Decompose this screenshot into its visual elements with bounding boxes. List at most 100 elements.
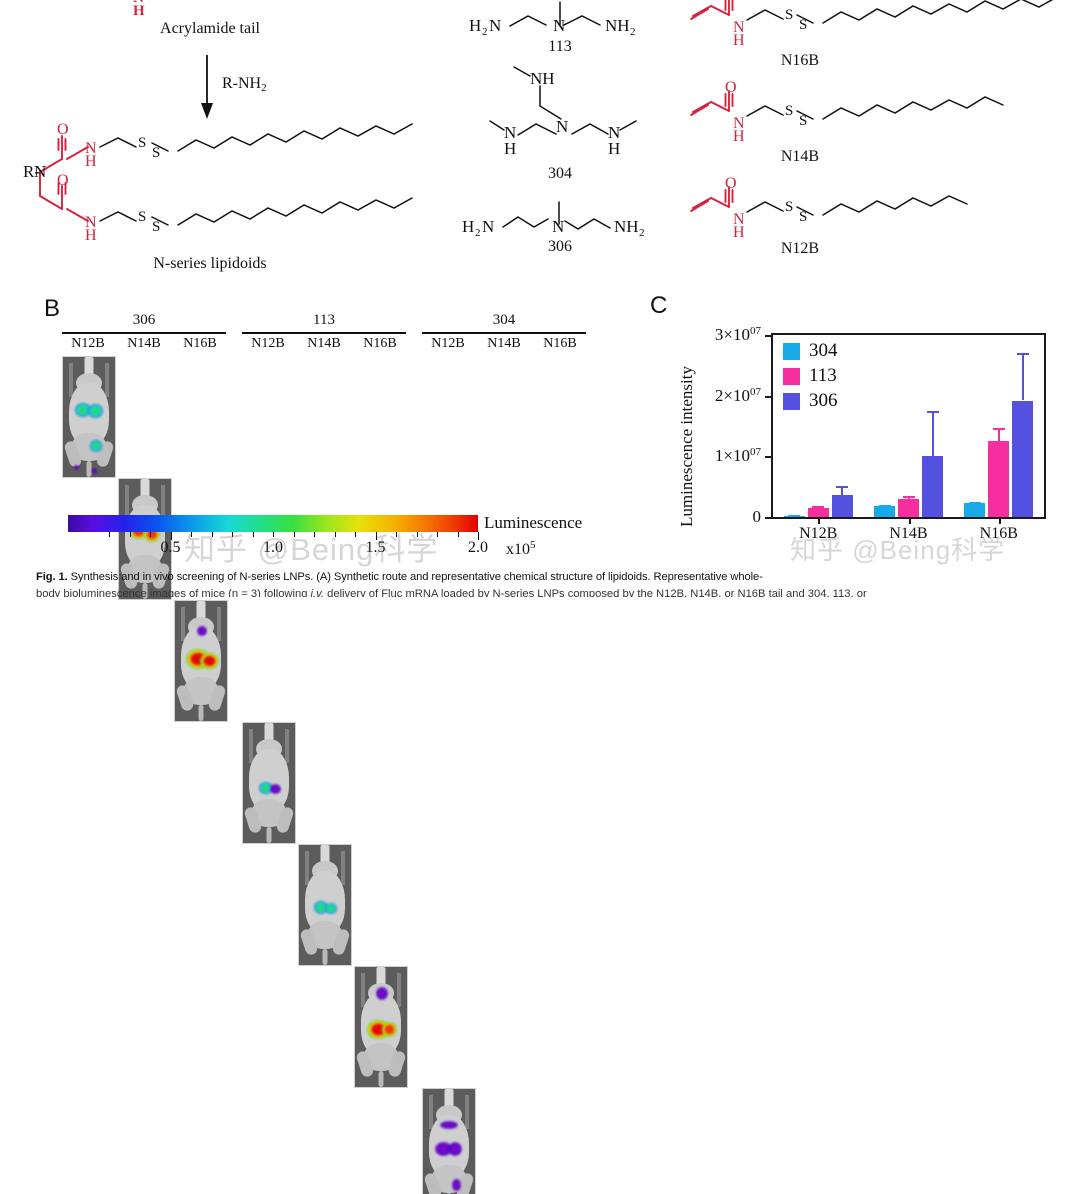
svg-text:S: S [152,219,160,235]
bar-series-container [773,335,1044,517]
mouse-image [354,966,408,1088]
panel-b-group-rule [242,332,406,334]
panel-b-letter: B [44,295,61,322]
imaging-rail [305,851,309,885]
svg-text:2: 2 [639,227,645,239]
chart-legend: 304 113 306 [783,340,893,423]
colorbar-minor-tick [355,532,356,537]
panel-b-group-title: 113 [313,312,335,328]
bar [807,507,829,517]
colorbar-group: Luminescence 0.5 1.0 1.5 2.0 x105 [68,513,658,565]
svg-text:S: S [138,135,146,151]
x-axis: N12B N14B N16B [771,517,1046,559]
x-axis-tick-label: N14B [889,525,928,542]
luminescence-spot [197,626,207,636]
mouse-tail [142,583,148,599]
panel-b-tail-label: N14B [487,336,521,351]
svg-text:O: O [725,79,737,96]
luminescence-colorbar [68,515,478,532]
svg-text:N: N [553,16,565,35]
svg-text:N: N [552,217,564,236]
svg-text:NH: NH [605,16,630,35]
y-axis-tick-label: 0 [752,507,762,526]
mouse-image [174,600,228,722]
colorbar-tick-label: 2.0 [468,539,488,556]
panel-b-tail-label: N16B [543,336,577,351]
legend-label: 306 [809,390,838,411]
svg-text:N: N [489,16,501,35]
luminescence-spot [448,1142,463,1156]
mouse-image [422,1088,476,1194]
colorbar-minor-tick [314,532,315,537]
colorbar-minor-tick [232,532,233,537]
reagent-subscript: 2 [261,82,267,94]
panel-c-letter: C [650,292,668,319]
amine-306-structure: H 2 N N NH 2 [462,201,645,239]
bar [964,503,986,517]
colorbar-tick-labels: 0.5 1.0 1.5 2.0 [68,539,489,561]
reagent-text: R-NH [222,75,262,92]
colorbar-exponent-value: 5 [530,539,536,551]
tail-n14b-label: N14B [780,148,820,165]
x-axis-tick [908,517,911,524]
svg-text:N: N [85,214,97,231]
svg-text:S: S [785,7,793,23]
colorbar-minor-tick [191,532,192,537]
colorbar-minor-tick [293,532,295,537]
y-axis-tick-label: 1×1007 [714,446,761,466]
mouse-image [118,478,172,600]
y-axis: 0 1×1007 2×1007 3×1007 [655,315,775,535]
mouse-tail [322,949,328,965]
panel-b-group-rule [422,332,586,334]
luminescence-spot [325,903,337,914]
imaging-rail [361,973,365,1007]
panel-b-tail-label: N16B [183,336,217,351]
colorbar-title: Luminescence [484,513,583,532]
nose-cone [84,357,94,379]
fragment-n-label: N [133,0,144,7]
error-bar-cap [878,505,891,507]
error-bar-cap [992,427,1005,430]
svg-text:N: N [556,117,568,136]
mouse-tail [86,461,92,477]
imaging-rail [285,729,289,763]
acrylamide-tail-label: Acrylamide tail [160,20,260,37]
colorbar-minor-tick [457,532,459,537]
n-series-lipidoid-structure: R- N O O N H N H S S S S [23,121,413,244]
panel-b-tail-label: N14B [127,336,161,351]
luminescence-spot [270,784,281,794]
imaging-rail [105,363,109,397]
error-bar [997,427,1000,442]
tail-n16b-structure: O N H S S [690,0,1054,49]
tail-n12b-label: N12B [780,240,820,257]
colorbar-tick-label: 0.5 [160,539,181,556]
tail-n12b-structure: O N H S S [690,175,968,241]
svg-text:H: H [504,139,516,158]
colorbar-minor-tick [109,532,110,537]
imaging-rail [161,485,165,519]
bar [831,495,853,517]
imaging-rail [217,607,221,641]
bar [898,499,919,517]
legend-label: 304 [809,340,838,361]
error-bar [1021,353,1024,401]
luminescence-spot [381,1022,398,1037]
svg-text:H: H [733,128,745,145]
legend-swatch [783,393,800,410]
caption-text: Synthesis and in vivo screening of N-ser… [70,571,763,583]
colorbar-minor-tick [437,532,438,537]
panel-c-chart: Luminescence intensity 0 1×1007 2×1007 3×10… [655,315,1055,565]
panel-b-tail-label: N12B [71,336,105,351]
error-bar-cap [812,506,825,509]
mouse-image [242,722,296,844]
svg-text:2: 2 [630,26,636,38]
svg-text:N: N [85,140,97,157]
nose-cone [140,479,150,501]
colorbar-exponent-prefix: x10 [506,541,530,558]
imaging-rail [69,363,73,397]
error-bar-cap [926,410,939,413]
bar [988,441,1010,517]
imaging-rail [397,973,401,1007]
mouse-image [62,356,116,478]
amine-113-structure: H 2 N N NH 2 [469,1,636,38]
